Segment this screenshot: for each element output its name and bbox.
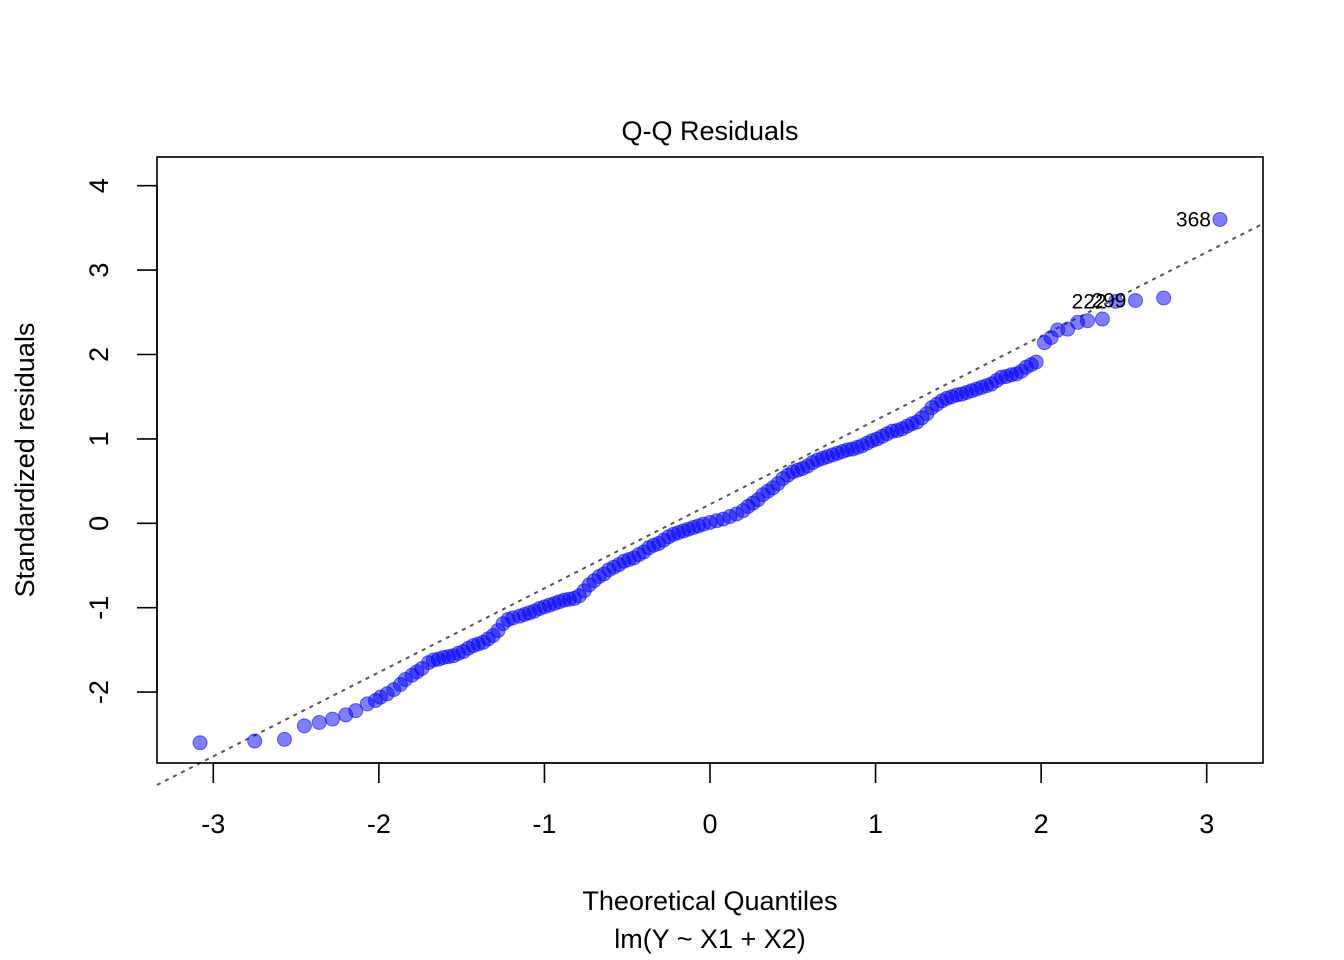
point-label: 368 bbox=[1176, 208, 1211, 231]
x-tick-label: -2 bbox=[367, 809, 391, 839]
x-tick-label: -1 bbox=[532, 809, 556, 839]
x-tick-label: 1 bbox=[868, 809, 883, 839]
x-axis: -3 -2 -1 0 1 2 3 bbox=[201, 762, 1214, 839]
y-tick-label: -1 bbox=[84, 596, 114, 620]
data-point bbox=[1108, 293, 1124, 309]
data-point bbox=[1212, 211, 1228, 227]
data-point bbox=[325, 711, 341, 727]
data-point bbox=[1094, 311, 1110, 327]
point-label: 222 bbox=[1072, 290, 1107, 313]
data-point bbox=[348, 703, 364, 719]
data-point bbox=[247, 733, 263, 749]
x-tick-label: 2 bbox=[1034, 809, 1049, 839]
data-point bbox=[296, 718, 312, 734]
x-axis-sublabel: lm(Y ~ X1 + X2) bbox=[614, 924, 806, 954]
y-tick-label: -2 bbox=[84, 680, 114, 704]
x-axis-label: Theoretical Quantiles bbox=[582, 886, 837, 916]
data-point bbox=[1028, 354, 1044, 370]
data-point bbox=[192, 735, 208, 751]
y-tick-label: 4 bbox=[84, 178, 114, 193]
y-tick-label: 1 bbox=[84, 431, 114, 446]
data-point bbox=[1079, 313, 1095, 329]
point-label: 299 bbox=[1091, 289, 1126, 312]
data-point bbox=[1128, 292, 1144, 308]
y-tick-label: 0 bbox=[84, 516, 114, 531]
y-axis: -2 -1 0 1 2 3 4 bbox=[84, 178, 158, 704]
x-tick-label: 3 bbox=[1199, 809, 1214, 839]
y-tick-label: 3 bbox=[84, 263, 114, 278]
chart-title: Q-Q Residuals bbox=[621, 116, 798, 146]
points-group bbox=[192, 211, 1228, 751]
x-tick-label: -3 bbox=[201, 809, 225, 839]
plot-frame bbox=[156, 156, 1264, 764]
y-axis-label: Standardized residuals bbox=[10, 323, 40, 598]
data-point bbox=[311, 714, 327, 730]
data-point bbox=[276, 731, 292, 747]
data-point bbox=[1156, 290, 1172, 306]
x-tick-label: 0 bbox=[702, 809, 717, 839]
y-tick-label: 2 bbox=[84, 347, 114, 362]
